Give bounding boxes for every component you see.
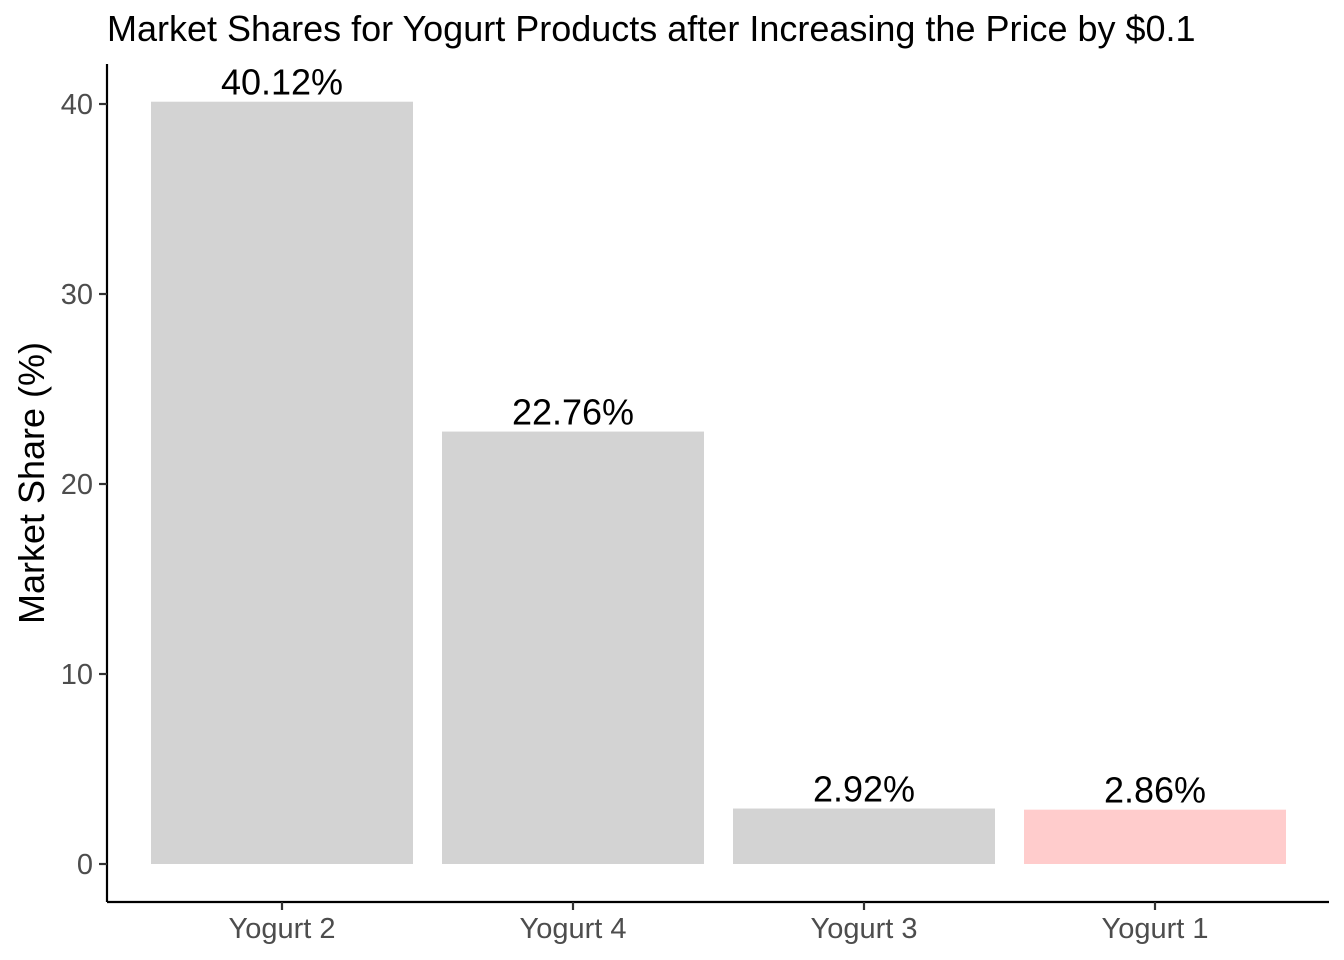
chart-title: Market Shares for Yogurt Products after … (107, 8, 1196, 49)
y-tick-label: 20 (61, 469, 93, 501)
data-label: 22.76% (512, 392, 634, 433)
x-tick-label: Yogurt 4 (520, 913, 627, 945)
data-label: 2.92% (813, 769, 915, 810)
y-tick-label: 0 (77, 849, 93, 881)
y-tick-label: 10 (61, 659, 93, 691)
bar (442, 431, 704, 864)
x-tick-label: Yogurt 3 (811, 913, 918, 945)
bar (1024, 809, 1286, 864)
y-axis-title: Market Share (%) (11, 342, 52, 624)
bars-layer (151, 101, 1286, 865)
x-tick-label: Yogurt 1 (1102, 913, 1209, 945)
y-tick-label: 30 (61, 279, 93, 311)
data-labels-layer: 40.12% 22.76% 2.92% 2.86% (221, 62, 1206, 811)
y-axis-ticks: 0 10 20 30 40 (61, 89, 107, 881)
x-axis-ticks: Yogurt 2 Yogurt 4 Yogurt 3 Yogurt 1 (229, 902, 1209, 945)
data-label: 40.12% (221, 62, 343, 103)
bar (733, 808, 995, 864)
data-label: 2.86% (1104, 770, 1206, 811)
x-tick-label: Yogurt 2 (229, 913, 336, 945)
y-tick-label: 40 (61, 89, 93, 121)
bar (151, 101, 413, 865)
